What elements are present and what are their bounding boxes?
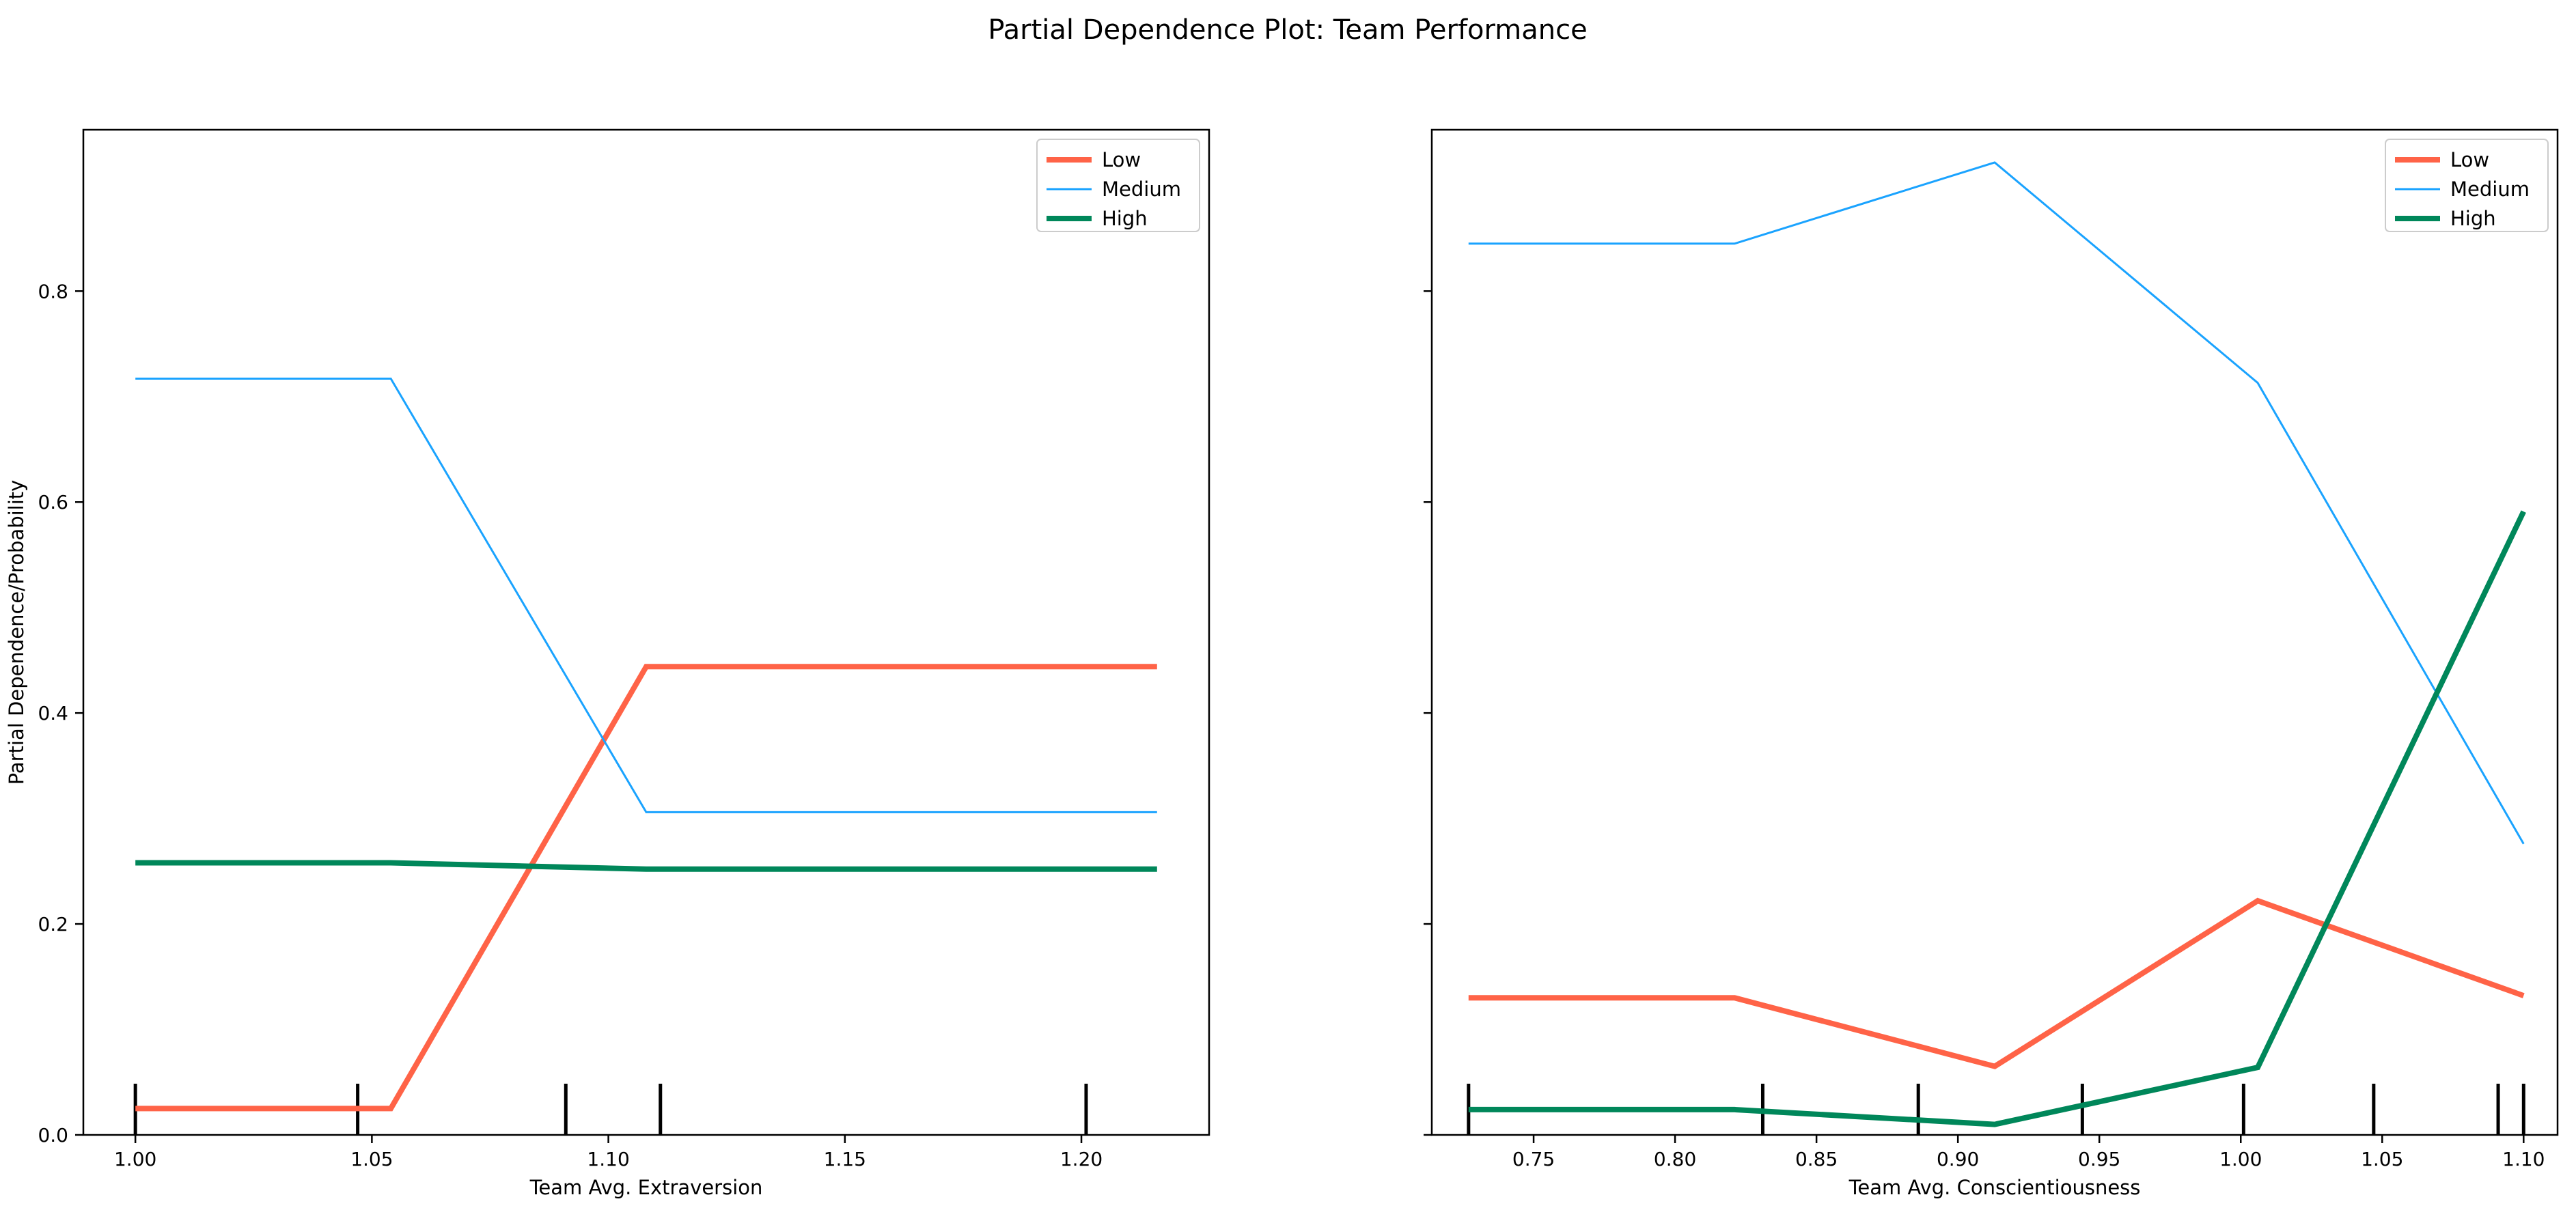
series-line-medium xyxy=(135,378,1157,813)
legend-label-high: High xyxy=(2450,207,2496,230)
x-axis-label: Team Avg. Conscientiousness xyxy=(1848,1176,2141,1199)
plot-panel-2: 0.75 0.80 0.85 0.90 0.95 1.00 1.05 1.10 Team Avg… xyxy=(1424,128,2559,1199)
legend-label-medium: Medium xyxy=(1102,178,1181,201)
x-tick-label: 0.85 xyxy=(1795,1148,1838,1170)
x-tick-label: 0.90 xyxy=(1937,1148,1979,1170)
axes-frame xyxy=(82,128,1210,1136)
x-tick-label: 1.10 xyxy=(2502,1148,2545,1170)
legend: Low Medium High xyxy=(2385,139,2549,232)
y-axis-label: Partial Dependence/Probability xyxy=(5,480,28,785)
y-tick-label: 0.2 xyxy=(38,913,68,936)
series-line-medium xyxy=(1468,161,2525,845)
y-tick-label: 0.6 xyxy=(38,491,68,514)
x-tick-label: 1.05 xyxy=(350,1148,393,1170)
figure-title: Partial Dependence Plot: Team Performanc… xyxy=(988,14,1587,46)
x-axis-label: Team Avg. Extraversion xyxy=(529,1176,763,1199)
series-line-high xyxy=(135,860,1157,872)
x-tick-label: 1.20 xyxy=(1060,1148,1103,1170)
y-tick-label: 0.4 xyxy=(38,702,68,725)
y-tick-label: 0.8 xyxy=(38,280,68,303)
series-line-low xyxy=(1468,897,2525,1069)
series-line-low xyxy=(135,664,1157,1112)
axes-frame xyxy=(1430,128,2559,1136)
legend-label-high: High xyxy=(1102,207,1148,230)
axes-layer: 1.00 1.05 1.10 1.15 1.20 0.0 0.2 0.4 0.6 0.8 Team … xyxy=(5,128,2559,1199)
series-line-high xyxy=(1468,510,2526,1127)
legend-label-low: Low xyxy=(2450,148,2489,171)
legend-label-low: Low xyxy=(1102,148,1141,171)
x-tick-label: 1.15 xyxy=(824,1148,866,1170)
x-tick-label: 1.00 xyxy=(114,1148,156,1170)
x-tick-label: 0.80 xyxy=(1654,1148,1696,1170)
legend-label-medium: Medium xyxy=(2450,178,2530,201)
x-tick-label: 1.05 xyxy=(2361,1148,2403,1170)
y-tick-label: 0.0 xyxy=(38,1124,68,1147)
plot-panel-1: 1.00 1.05 1.10 1.15 1.20 0.0 0.2 0.4 0.6 0.8 Team … xyxy=(5,128,1210,1199)
x-tick-label: 0.95 xyxy=(2078,1148,2120,1170)
x-tick-label: 1.10 xyxy=(587,1148,629,1170)
x-tick-label: 0.75 xyxy=(1512,1148,1555,1170)
legend: Low Medium High xyxy=(1036,139,1200,232)
x-tick-label: 1.00 xyxy=(2219,1148,2262,1170)
